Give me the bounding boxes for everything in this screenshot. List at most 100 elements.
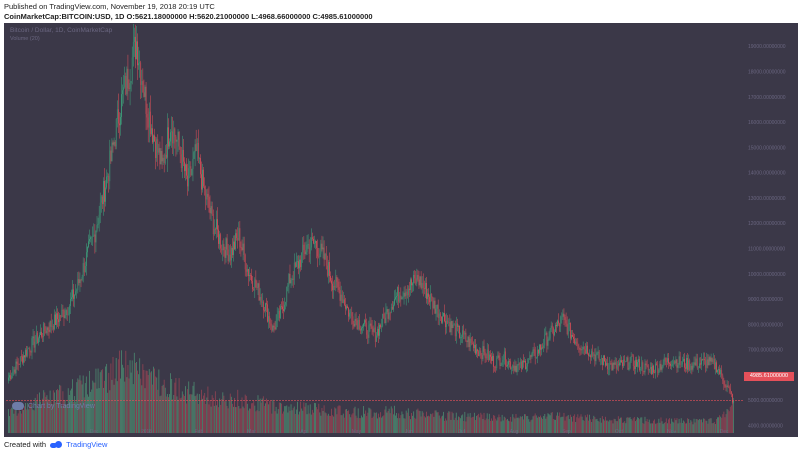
candle-body [133,36,135,42]
volume-bar [34,397,36,433]
candle-body [314,243,315,244]
x-tick-label: Jul [458,429,464,435]
volume-bar [497,417,499,433]
volume-bar [26,409,28,433]
candle-body [146,113,148,118]
candle-body [478,351,480,357]
volume-bar [37,406,39,433]
tradingview-link[interactable]: TradingView [66,440,108,449]
candle-body [624,359,626,362]
volume-bar [77,378,79,433]
volume-bar [623,422,625,433]
candle-body [477,349,478,352]
volume-bar [440,416,442,433]
volume-bar [14,410,16,433]
volume-bar [272,399,274,433]
volume-bar [218,407,219,433]
volume-bar [112,356,114,433]
candle-body [465,332,467,341]
candle-body [511,368,513,369]
candle-body [290,279,292,284]
candle-body [374,327,376,342]
candle-body [185,164,186,172]
volume-bar [319,412,321,433]
candle-body [25,349,26,358]
candle-body [226,238,228,250]
candle-body [715,362,716,370]
candle-body [148,111,150,128]
volume-bar [660,417,662,433]
candle-body [305,251,307,255]
candle-body [194,144,196,153]
volume-bar [31,403,33,433]
candle-body [49,320,51,332]
candle-body [47,327,49,330]
tradingview-logo-icon [50,440,63,449]
candle-body [357,319,359,330]
candle-body [681,361,683,365]
volume-bar [21,405,23,433]
ohlc-values: O:5621.18000000 H:5620.21000000 L:4968.6… [124,12,373,21]
candle-body [36,332,38,343]
candle-body [599,359,601,360]
candle-body [354,319,356,327]
candle-body [495,367,497,369]
candle-body [60,315,62,318]
volume-bar [58,390,60,433]
candlestick-chart[interactable]: 19000.00000000 18000.00000000 17000.000000… [4,23,798,437]
volume-bar [389,413,391,433]
candle-body [28,348,30,350]
volume-bar [468,416,470,433]
candle-body [486,349,488,359]
volume-bar [417,408,419,433]
volume-bar [198,394,200,433]
volume-bar [697,420,699,433]
candle-body [399,295,401,302]
candle-body [671,365,672,367]
volume-bar [23,410,24,433]
volume-bar [80,380,82,433]
candle-body [499,357,501,366]
volume-bar [613,418,615,433]
candle-body [387,309,389,319]
volume-bar [516,417,518,433]
volume-bar [451,411,453,433]
volume-bar [436,412,438,433]
candle-body [610,363,612,364]
candle-body [575,341,577,344]
volume-bar [177,399,179,433]
candle-body [584,349,586,354]
volume-bar [617,416,619,433]
volume-bar [17,413,19,433]
candle-body [103,180,104,205]
candle-body [234,241,235,250]
volume-bar [117,359,119,433]
volume-bar [273,401,275,433]
candle-body [443,313,444,317]
volume-bar [523,419,524,433]
candle-body [296,261,297,267]
volume-bar [650,423,652,433]
volume-bar [630,419,632,433]
candle-body [107,175,109,177]
volume-bar [370,409,372,433]
candle-body [213,228,215,235]
candle-body [552,327,554,336]
candle-body [321,243,323,250]
y-tick-label: 13000.00000000 [748,196,786,202]
x-axis: Dec 2018 Feb Mar Apr May Jun Jul Aug Sep Oct Nov Dec [90,429,729,435]
volume-bar [278,402,280,433]
volume-bar [276,413,278,433]
chart-area[interactable]: 19000.00000000 18000.00000000 17000.000000… [4,23,798,437]
candle-body [94,234,96,243]
volume-bar [718,417,719,433]
volume-bar [680,418,682,433]
candle-body [617,364,619,366]
volume-bar [671,418,673,433]
volume-bar [249,408,250,433]
volume-bar [101,369,103,433]
candle-body [685,367,686,369]
volume-bar [41,406,43,433]
candle-body [722,375,724,381]
candle-body [701,359,702,365]
